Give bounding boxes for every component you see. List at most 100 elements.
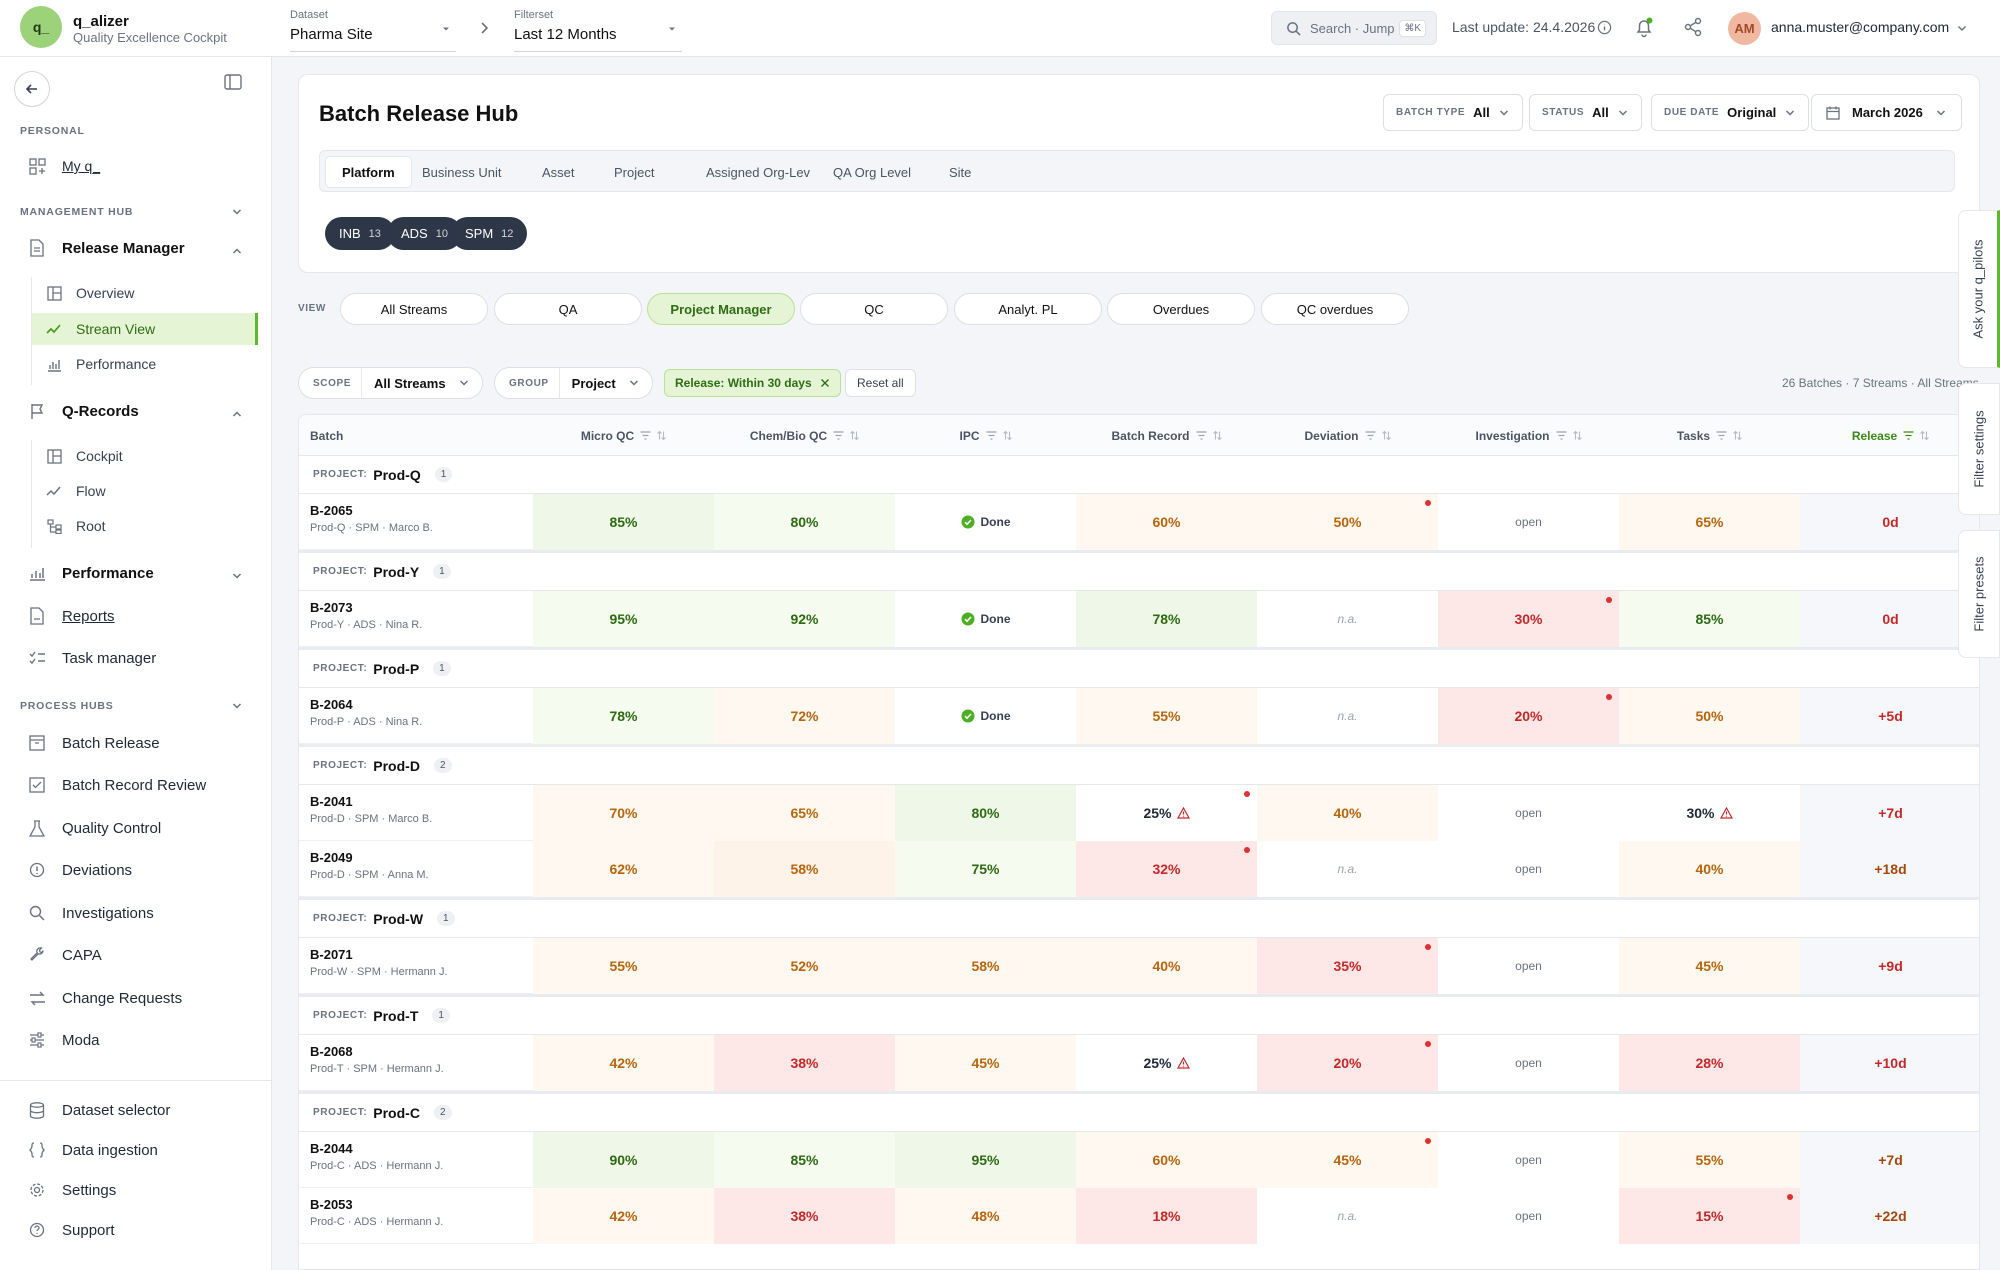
sidebar-item-capa[interactable]: CAPA — [28, 946, 102, 964]
table-row[interactable]: B-2071 Prod-W · SPM · Hermann J. 55% 52% 58%… — [299, 938, 1979, 994]
status-cell[interactable]: 58% — [895, 938, 1076, 994]
table-row[interactable]: B-2049 Prod-D · SPM · Anna M. 62% 58% 75% 32%… — [299, 841, 1979, 897]
status-cell[interactable]: 40% — [1257, 785, 1438, 841]
status-cell[interactable]: +7d — [1800, 1132, 1979, 1188]
sort-icon[interactable] — [1920, 430, 1930, 441]
status-cell[interactable]: +10d — [1800, 1035, 1979, 1091]
status-cell[interactable]: open — [1438, 785, 1619, 841]
batch-type-filter[interactable]: BATCH TYPE All — [1383, 94, 1523, 131]
status-cell[interactable]: n.a. — [1257, 841, 1438, 897]
batch-cell[interactable]: B-2044 Prod-C · ADS · Hermann J. — [299, 1132, 533, 1188]
sidebar-item-release-manager[interactable]: Release Manager — [28, 239, 185, 257]
filter-icon[interactable] — [640, 431, 651, 440]
filter-presets-tab[interactable]: Filter presets — [1958, 530, 2000, 658]
ask-q-pilots-tab[interactable]: Ask your q_pilots — [1958, 210, 2000, 368]
filterset-select[interactable]: Filterset Last 12 Months — [514, 8, 682, 52]
month-picker[interactable]: March 2026 — [1811, 94, 1962, 131]
app-logo[interactable]: q_ — [20, 6, 62, 48]
sidebar-item-overview[interactable]: Overview — [32, 277, 258, 309]
status-cell[interactable]: +22d — [1800, 1188, 1979, 1244]
status-cell[interactable]: 42% — [533, 1035, 714, 1091]
status-cell[interactable]: 85% — [714, 1132, 895, 1188]
due-date-filter[interactable]: DUE DATE Original — [1651, 94, 1810, 131]
status-cell[interactable]: 62% — [533, 841, 714, 897]
status-cell[interactable]: open — [1438, 938, 1619, 994]
sidebar-item-flow[interactable]: Flow — [32, 475, 258, 507]
status-cell[interactable]: 85% — [1619, 591, 1800, 647]
status-cell[interactable]: 50% — [1257, 494, 1438, 550]
status-cell[interactable]: 58% — [714, 841, 895, 897]
sidebar-item-task-manager[interactable]: Task manager — [28, 649, 156, 667]
tab-business-unit[interactable]: Business Unit — [422, 164, 502, 180]
column-header[interactable]: Batch — [310, 415, 343, 456]
group-header[interactable]: PROJECT: Prod-C 2 — [299, 1094, 1979, 1132]
status-cell[interactable]: Done — [895, 494, 1076, 550]
status-cell[interactable]: 45% — [1257, 1132, 1438, 1188]
group-header[interactable]: PROJECT: Prod-Q 1 — [299, 456, 1979, 494]
status-cell[interactable]: open — [1438, 1132, 1619, 1188]
sidebar-item-performance[interactable]: Performance — [28, 564, 154, 582]
sidebar-item-quality-control[interactable]: Quality Control — [28, 819, 161, 837]
status-cell[interactable]: n.a. — [1257, 1188, 1438, 1244]
sidebar-item-reports[interactable]: Reports — [28, 607, 115, 625]
batch-cell[interactable]: B-2041 Prod-D · SPM · Marco B. — [299, 785, 533, 841]
status-cell[interactable]: 32% — [1076, 841, 1257, 897]
filter-icon[interactable] — [1903, 431, 1914, 440]
tab-platform[interactable]: Platform — [325, 156, 412, 188]
status-cell[interactable]: +18d — [1800, 841, 1979, 897]
group-header[interactable]: PROJECT: Prod-Y 1 — [299, 553, 1979, 591]
status-cell[interactable]: 42% — [533, 1188, 714, 1244]
view-qc-button[interactable]: QC — [800, 293, 948, 325]
sort-icon[interactable] — [1572, 430, 1582, 441]
tab-project[interactable]: Project — [614, 164, 655, 180]
status-cell[interactable]: 40% — [1619, 841, 1800, 897]
batch-cell[interactable]: B-2064 Prod-P · ADS · Nina R. — [299, 688, 533, 744]
status-cell[interactable]: open — [1438, 494, 1619, 550]
filter-icon[interactable] — [833, 431, 844, 440]
filter-icon[interactable] — [1556, 431, 1567, 440]
status-cell[interactable]: 55% — [1619, 1132, 1800, 1188]
column-header[interactable]: Micro QC — [533, 415, 714, 456]
view-all-streams-button[interactable]: All Streams — [340, 293, 488, 325]
status-cell[interactable]: 92% — [714, 591, 895, 647]
batch-cell[interactable]: B-2073 Prod-Y · ADS · Nina R. — [299, 591, 533, 647]
status-cell[interactable]: 80% — [714, 494, 895, 550]
sort-icon[interactable] — [1002, 430, 1012, 441]
status-cell[interactable]: 38% — [714, 1035, 895, 1091]
status-cell[interactable]: 78% — [1076, 591, 1257, 647]
status-cell[interactable]: 60% — [1076, 1132, 1257, 1188]
sort-icon[interactable] — [1212, 430, 1222, 441]
status-cell[interactable]: open — [1438, 1035, 1619, 1091]
back-button[interactable] — [14, 71, 50, 107]
status-filter[interactable]: STATUS All — [1529, 94, 1642, 131]
group-header[interactable]: PROJECT: Prod-T 1 — [299, 997, 1979, 1035]
status-cell[interactable]: 90% — [533, 1132, 714, 1188]
sort-icon[interactable] — [657, 430, 667, 441]
status-cell[interactable]: Done — [895, 591, 1076, 647]
bell-icon[interactable] — [1633, 16, 1655, 38]
column-header[interactable]: Investigation — [1438, 415, 1619, 456]
user-email[interactable]: anna.muster@company.com — [1771, 19, 1950, 35]
scope-select[interactable]: SCOPE All Streams — [298, 367, 483, 399]
tab-site[interactable]: Site — [949, 164, 972, 180]
status-cell[interactable]: 80% — [895, 785, 1076, 841]
status-cell[interactable]: 20% — [1257, 1035, 1438, 1091]
filter-icon[interactable] — [1716, 431, 1727, 440]
batch-cell[interactable]: B-2068 Prod-T · SPM · Hermann J. — [299, 1035, 533, 1091]
status-cell[interactable]: +9d — [1800, 938, 1979, 994]
view-qc-overdues-button[interactable]: QC overdues — [1261, 293, 1409, 325]
sidebar-item-q-records[interactable]: Q-Records — [28, 402, 139, 420]
table-row[interactable]: B-2068 Prod-T · SPM · Hermann J. 42% 38% 45%… — [299, 1035, 1979, 1091]
info-icon[interactable] — [1597, 20, 1612, 35]
status-cell[interactable]: 30% — [1438, 591, 1619, 647]
view-overdues-button[interactable]: Overdues — [1107, 293, 1255, 325]
table-row[interactable]: B-2053 Prod-C · ADS · Hermann J. 42% 38% 48%… — [299, 1188, 1979, 1244]
status-cell[interactable]: 15% — [1619, 1188, 1800, 1244]
table-row[interactable]: B-2065 Prod-Q · SPM · Marco B. 85% 80% Done 6… — [299, 494, 1979, 550]
tab-qa-org-level[interactable]: QA Org Level — [833, 164, 912, 180]
view-project-manager-button[interactable]: Project Manager — [647, 293, 795, 325]
chevron-up-icon[interactable] — [231, 408, 243, 420]
status-cell[interactable]: n.a. — [1257, 688, 1438, 744]
filter-icon[interactable] — [1365, 431, 1376, 440]
batch-cell[interactable]: B-2071 Prod-W · SPM · Hermann J. — [299, 938, 533, 994]
